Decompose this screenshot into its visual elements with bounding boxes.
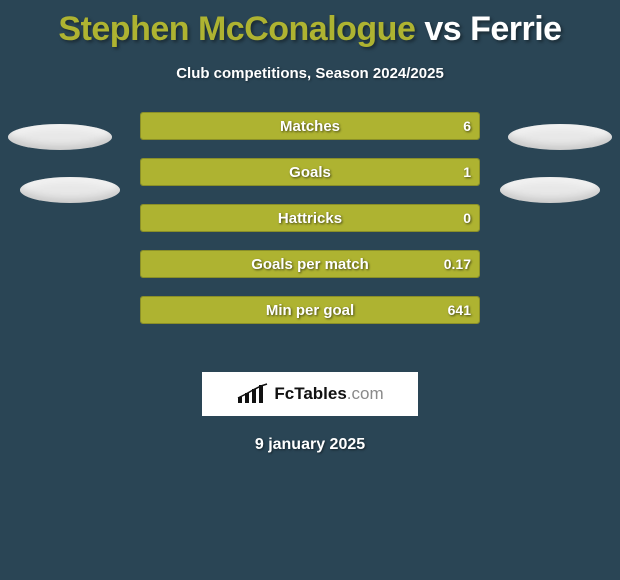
stat-bar: Hattricks0: [140, 204, 480, 232]
stat-bar: Goals1: [140, 158, 480, 186]
vs-separator: vs: [424, 10, 461, 48]
subtitle: Club competitions, Season 2024/2025: [0, 65, 620, 82]
snapshot-date: 9 january 2025: [0, 436, 620, 454]
logo-text: FcTables.com: [274, 384, 383, 404]
stat-value-right: 6: [463, 113, 471, 139]
stat-bars: Matches6Goals1Hattricks0Goals per match0…: [140, 112, 480, 342]
player1-name: Stephen McConalogue: [58, 10, 415, 48]
logo-text-light: .com: [347, 384, 384, 403]
player2-name: Ferrie: [470, 10, 562, 48]
player2-placeholder-top: [508, 124, 612, 150]
logo-box: FcTables.com: [202, 372, 418, 416]
stat-value-right: 641: [448, 297, 471, 323]
page-title: Stephen McConalogue vs Ferrie: [0, 0, 620, 49]
stat-bar: Min per goal641: [140, 296, 480, 324]
player1-placeholder-bottom: [20, 177, 120, 203]
logo-bars-icon: [236, 383, 270, 405]
stat-label: Goals per match: [141, 251, 479, 277]
stat-bar: Matches6: [140, 112, 480, 140]
stat-label: Min per goal: [141, 297, 479, 323]
stat-label: Hattricks: [141, 205, 479, 231]
comparison-stage: Matches6Goals1Hattricks0Goals per match0…: [0, 112, 620, 362]
stat-value-right: 1: [463, 159, 471, 185]
stat-label: Goals: [141, 159, 479, 185]
stat-bar: Goals per match0.17: [140, 250, 480, 278]
logo-text-bold: FcTables: [274, 384, 346, 403]
stat-value-right: 0: [463, 205, 471, 231]
player2-placeholder-bottom: [500, 177, 600, 203]
stat-value-right: 0.17: [444, 251, 471, 277]
stat-label: Matches: [141, 113, 479, 139]
player1-placeholder-top: [8, 124, 112, 150]
